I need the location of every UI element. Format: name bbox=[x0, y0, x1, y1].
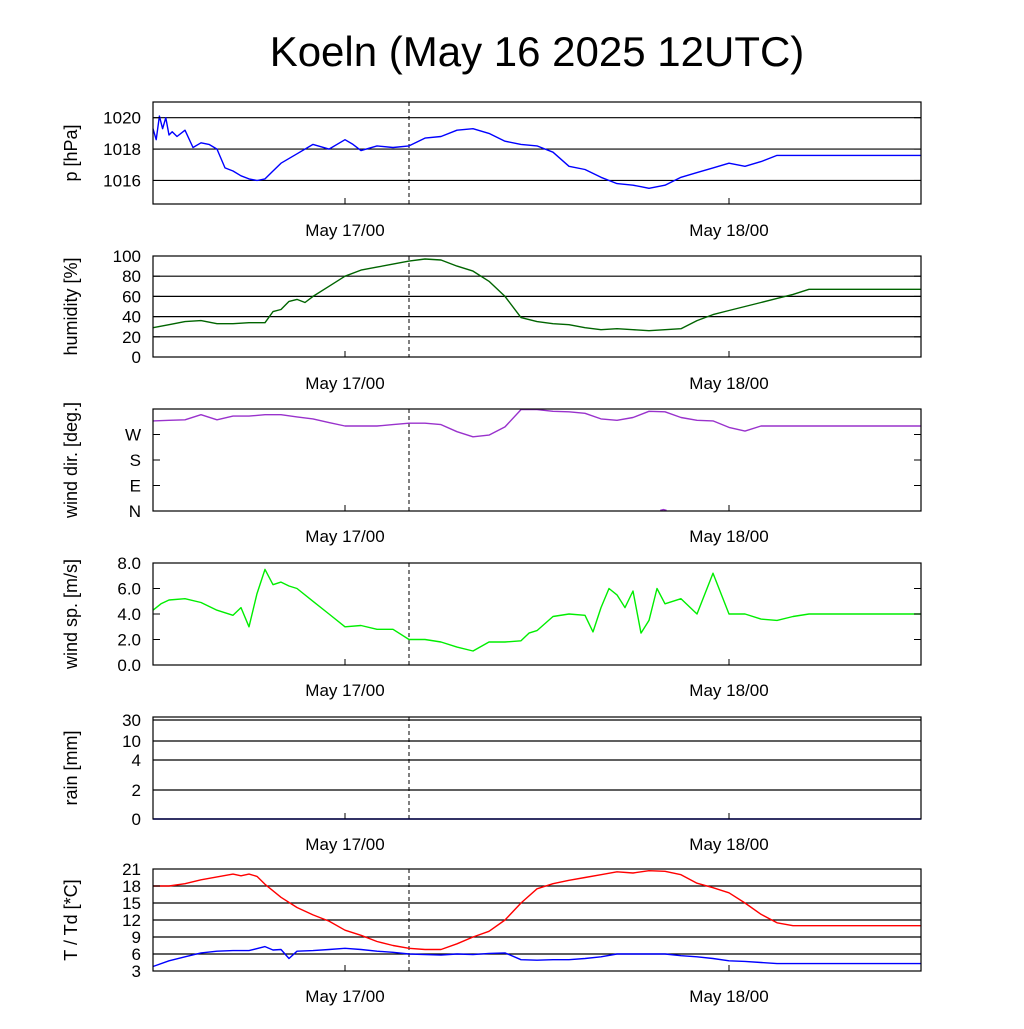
panel-2-ytick-label-3: 40 bbox=[122, 308, 141, 327]
panel-2-ytick-label-5: 80 bbox=[122, 267, 141, 286]
panel-6-xtick-label-2: May 18/00 bbox=[689, 987, 768, 1006]
panel-3-frame bbox=[152, 408, 922, 512]
panel-2-ytick-label-4: 60 bbox=[122, 287, 141, 306]
panel-5-ytick-label-1: 0 bbox=[132, 810, 141, 829]
panel-5-frame bbox=[152, 716, 922, 820]
panel-1-frame bbox=[152, 101, 922, 205]
panel-2-ylabel: humidity [%] bbox=[61, 257, 81, 355]
panel-1-series-1-line bbox=[152, 115, 921, 190]
panel-4-ytick-label-4: 6.0 bbox=[117, 580, 141, 599]
panel-4-xtick-label-1: May 17/00 bbox=[305, 681, 384, 700]
panel-3-ytick-label-1: N bbox=[129, 502, 141, 521]
panel-6-ytick-label-4: 12 bbox=[122, 911, 141, 930]
panel-5-ytick-label-4: 10 bbox=[122, 732, 141, 751]
panel-1-ytick-label-1: 1016 bbox=[103, 171, 141, 190]
panel-4-ytick-label-3: 4.0 bbox=[117, 605, 141, 624]
panel-1-ytick-label-3: 1020 bbox=[103, 109, 141, 128]
panel-3-xtick-label-2: May 18/00 bbox=[689, 527, 768, 546]
panel-5-xtick-label-2: May 18/00 bbox=[689, 835, 768, 854]
panel-3-series-1-line bbox=[152, 408, 921, 438]
panel-2-ytick-label-6: 100 bbox=[113, 247, 141, 266]
panel-6-ytick-label-2: 6 bbox=[132, 945, 141, 964]
panel-6-xtick-label-1: May 17/00 bbox=[305, 987, 384, 1006]
panel-3-ytick-label-2: E bbox=[130, 477, 141, 496]
panel-4-ylabel: wind sp. [m/s] bbox=[61, 559, 81, 670]
panel-1-xtick-label-2: May 18/00 bbox=[689, 221, 768, 240]
panel-3-ytick-label-3: S bbox=[130, 451, 141, 470]
panel-1-xtick-label-1: May 17/00 bbox=[305, 221, 384, 240]
panel-6-ytick-label-5: 15 bbox=[122, 894, 141, 913]
panel-5-ylabel: rain [mm] bbox=[61, 730, 81, 805]
panel-2-ytick-label-2: 20 bbox=[122, 328, 141, 347]
panel-2-xtick-label-1: May 17/00 bbox=[305, 374, 384, 393]
panel-3-ylabel: wind dir. [deg.] bbox=[61, 402, 81, 519]
panel-2-xtick-label-2: May 18/00 bbox=[689, 374, 768, 393]
panel-3-series-2-line bbox=[660, 508, 667, 512]
panel-5-ytick-label-3: 4 bbox=[132, 751, 141, 770]
panel-6-ylabel: T / Td [*C] bbox=[61, 879, 81, 960]
panel-6-ytick-label-1: 3 bbox=[132, 962, 141, 981]
panel-2-frame bbox=[152, 255, 922, 358]
panel-3-ytick-label-4: W bbox=[125, 426, 141, 445]
panel-5-ytick-label-5: 30 bbox=[122, 711, 141, 730]
panel-6-series-2-line bbox=[152, 945, 921, 968]
panel-6-ytick-label-7: 21 bbox=[122, 860, 141, 879]
panel-1-ylabel: p [hPa] bbox=[61, 124, 81, 181]
panel-6-series-1-line bbox=[153, 870, 921, 951]
panel-6-ytick-label-3: 9 bbox=[132, 928, 141, 947]
panel-3-xtick-label-1: May 17/00 bbox=[305, 527, 384, 546]
panel-5-ytick-label-2: 2 bbox=[132, 781, 141, 800]
panel-1-ytick-label-2: 1018 bbox=[103, 140, 141, 159]
chart-title: Koeln (May 16 2025 12UTC) bbox=[270, 28, 805, 75]
panel-6-ytick-label-6: 18 bbox=[122, 877, 141, 896]
panel-4-ytick-label-2: 2.0 bbox=[117, 631, 141, 650]
panel-4-xtick-label-2: May 18/00 bbox=[689, 681, 768, 700]
panel-2-series-1-line bbox=[152, 258, 921, 332]
panel-4-ytick-label-5: 8.0 bbox=[117, 554, 141, 573]
panel-2-ytick-label-1: 0 bbox=[132, 348, 141, 367]
panel-4-series-1-line bbox=[152, 568, 921, 652]
panel-5-xtick-label-1: May 17/00 bbox=[305, 835, 384, 854]
panel-4-ytick-label-1: 0.0 bbox=[117, 656, 141, 675]
